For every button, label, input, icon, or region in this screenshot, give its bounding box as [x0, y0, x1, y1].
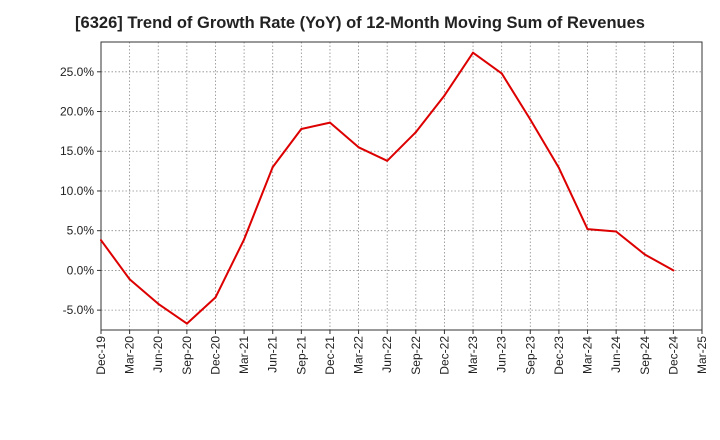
y-tick-label: 5.0% — [67, 224, 95, 238]
data-point — [328, 121, 331, 124]
y-axis: -5.0% 0.0% 5.0% 10.0% 15.0% 20.0% 25.0% — [60, 65, 101, 317]
data-point — [500, 72, 503, 75]
x-tick-label: Sep-23 — [523, 336, 537, 375]
data-point — [557, 166, 560, 169]
data-point — [472, 51, 475, 54]
series-line — [100, 51, 675, 325]
y-tick-label: 10.0% — [60, 184, 94, 198]
data-point — [214, 296, 217, 299]
x-tick-label: Mar-24 — [581, 336, 595, 374]
y-tick-label: 25.0% — [60, 65, 94, 79]
data-point — [185, 322, 188, 325]
x-tick-label: Mar-20 — [123, 336, 137, 374]
data-point — [386, 159, 389, 162]
x-tick-label: Dec-21 — [323, 336, 337, 375]
grid-lines — [101, 42, 702, 330]
x-tick-label: Dec-20 — [208, 336, 222, 375]
x-tick-label: Mar-23 — [466, 336, 480, 374]
data-point — [414, 131, 417, 134]
x-tick-label: Dec-23 — [552, 336, 566, 375]
x-axis: Dec-19 Mar-20 Jun-20 Sep-20 Dec-20 Mar-21 Jun-… — [94, 330, 709, 375]
y-tick-label: 20.0% — [60, 105, 94, 119]
data-point — [157, 302, 160, 305]
data-point — [271, 166, 274, 169]
x-tick-label: Dec-22 — [437, 336, 451, 375]
plot-frame — [100, 41, 703, 331]
x-tick-label: Jun-22 — [380, 336, 394, 373]
x-tick-label: Mar-25 — [695, 336, 709, 374]
x-tick-label: Sep-24 — [638, 336, 652, 375]
x-tick-label: Mar-22 — [352, 336, 366, 374]
data-point — [643, 253, 646, 256]
x-tick-label: Dec-19 — [94, 336, 108, 375]
data-point — [243, 238, 246, 241]
x-tick-label: Jun-21 — [266, 336, 280, 373]
series-layer — [100, 51, 675, 325]
data-point — [529, 118, 532, 121]
data-point — [100, 239, 102, 242]
data-point — [586, 228, 589, 231]
x-tick-label: Jun-20 — [151, 336, 165, 373]
x-tick-label: Sep-21 — [294, 336, 308, 375]
x-tick-label: Jun-23 — [495, 336, 509, 373]
y-tick-label: -5.0% — [63, 303, 95, 317]
y-tick-label: 0.0% — [67, 263, 95, 277]
data-point — [672, 269, 675, 272]
x-tick-label: Jun-24 — [609, 336, 623, 373]
data-point — [357, 146, 360, 149]
data-point — [300, 127, 303, 130]
chart-title: [6326] Trend of Growth Rate (YoY) of 12-… — [75, 14, 645, 32]
x-tick-label: Sep-20 — [180, 336, 194, 375]
data-point — [443, 94, 446, 97]
x-tick-label: Mar-21 — [237, 336, 251, 374]
x-tick-label: Sep-22 — [409, 336, 423, 375]
x-tick-label: Dec-24 — [666, 336, 680, 375]
data-point — [128, 278, 131, 281]
y-tick-label: 15.0% — [60, 144, 94, 158]
data-point — [615, 230, 618, 233]
